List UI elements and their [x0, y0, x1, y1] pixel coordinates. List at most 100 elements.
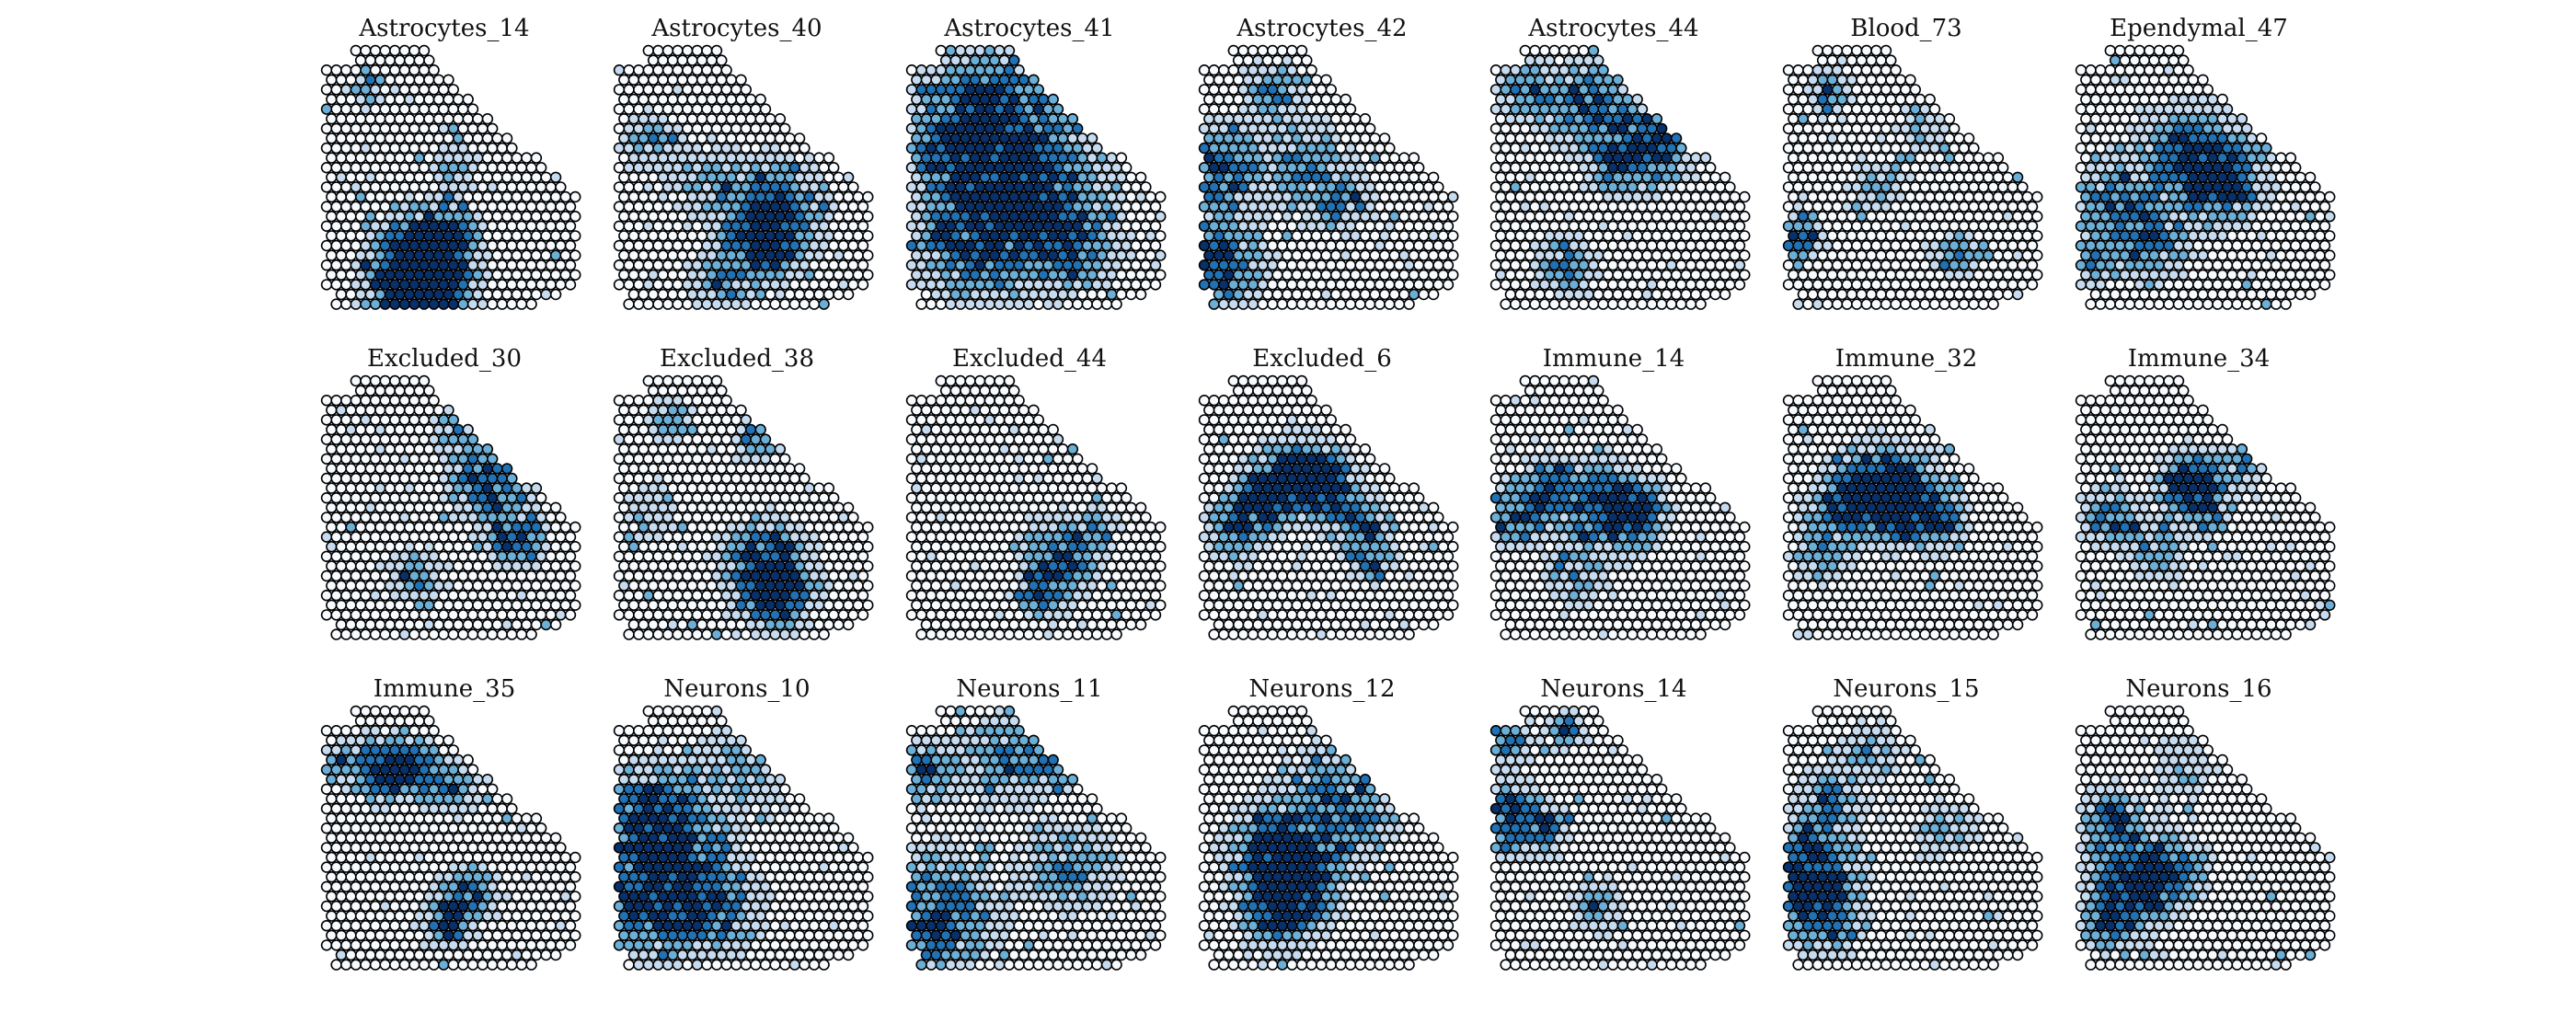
spot	[1495, 211, 1507, 223]
spot	[1850, 142, 1863, 155]
spot	[1822, 239, 1834, 252]
spot	[1870, 122, 1882, 135]
spot	[1066, 269, 1079, 281]
spot	[1534, 74, 1546, 86]
spot	[994, 259, 1006, 271]
spot	[1310, 230, 1323, 242]
spot	[1534, 211, 1546, 223]
spot	[827, 259, 840, 271]
spot	[1719, 190, 1731, 203]
spot	[1831, 220, 1844, 233]
spot	[613, 531, 626, 543]
spot	[1826, 288, 1838, 301]
spot	[2221, 239, 2234, 252]
spot	[1242, 132, 1254, 144]
spot	[481, 443, 494, 455]
spot	[852, 190, 864, 203]
spot	[413, 423, 425, 436]
spot	[618, 171, 630, 184]
spot	[506, 279, 518, 291]
spot	[374, 132, 386, 144]
spot	[1675, 142, 1687, 155]
spot	[1271, 74, 1283, 86]
spot	[613, 589, 626, 602]
spot	[1232, 230, 1245, 242]
spot	[638, 404, 650, 416]
panel-title: Ependymal_47	[2110, 15, 2288, 42]
spot	[481, 560, 494, 572]
spot	[1286, 63, 1298, 76]
spot	[1305, 103, 1317, 115]
spot	[540, 269, 552, 281]
spot	[2192, 201, 2204, 213]
spot	[998, 190, 1010, 203]
spot	[710, 239, 723, 252]
spot	[1110, 201, 1122, 213]
spot	[623, 569, 635, 582]
spot	[1919, 279, 1931, 291]
spot	[466, 472, 479, 485]
spot	[466, 259, 479, 271]
spot	[862, 521, 874, 534]
spot	[2153, 239, 2166, 252]
spot	[2109, 249, 2122, 261]
spot	[667, 211, 679, 223]
spot	[1953, 230, 1965, 242]
spot	[2099, 152, 2111, 164]
spot	[1782, 279, 1795, 291]
spot	[740, 239, 752, 252]
spot	[1281, 230, 1294, 242]
spot	[1008, 112, 1020, 125]
spot	[389, 414, 401, 426]
spot	[1650, 230, 1663, 242]
spot	[320, 550, 333, 562]
spot	[379, 589, 391, 602]
spot	[418, 142, 431, 155]
spot	[1042, 298, 1054, 310]
spot	[701, 279, 713, 291]
spot	[398, 569, 410, 582]
spot	[1329, 269, 1342, 281]
spot	[569, 269, 581, 281]
spot	[862, 269, 874, 281]
spot	[2324, 230, 2336, 242]
spot	[676, 521, 689, 534]
spot	[793, 540, 806, 553]
spot	[973, 63, 986, 76]
spot	[1271, 230, 1283, 242]
spot	[710, 512, 723, 523]
spot	[642, 44, 654, 57]
spot	[1578, 279, 1590, 291]
spot	[1875, 74, 1887, 86]
spot	[1836, 112, 1848, 125]
spot	[2114, 44, 2126, 57]
spot	[394, 269, 406, 281]
spot	[1028, 211, 1040, 223]
spot	[369, 122, 382, 135]
spot	[354, 540, 367, 553]
spot	[1022, 201, 1035, 213]
spot	[2104, 201, 2117, 213]
spot	[1962, 152, 1975, 164]
spot	[1987, 239, 1999, 252]
spot	[1310, 171, 1323, 184]
spot	[1972, 230, 1984, 242]
spot	[1538, 44, 1551, 57]
spot	[716, 463, 728, 475]
spot	[1665, 298, 1678, 310]
spot	[638, 618, 650, 631]
spot	[827, 239, 840, 252]
spot	[559, 269, 571, 281]
spot	[1028, 171, 1040, 184]
spot	[1816, 249, 1829, 261]
spot	[403, 288, 416, 301]
spot	[1665, 239, 1678, 252]
spot	[735, 190, 747, 203]
spot	[740, 569, 752, 582]
spot	[423, 521, 435, 534]
spot	[1076, 132, 1088, 144]
spot	[988, 171, 1001, 184]
spot	[613, 550, 626, 562]
spot	[423, 560, 435, 572]
spot	[1558, 103, 1570, 115]
